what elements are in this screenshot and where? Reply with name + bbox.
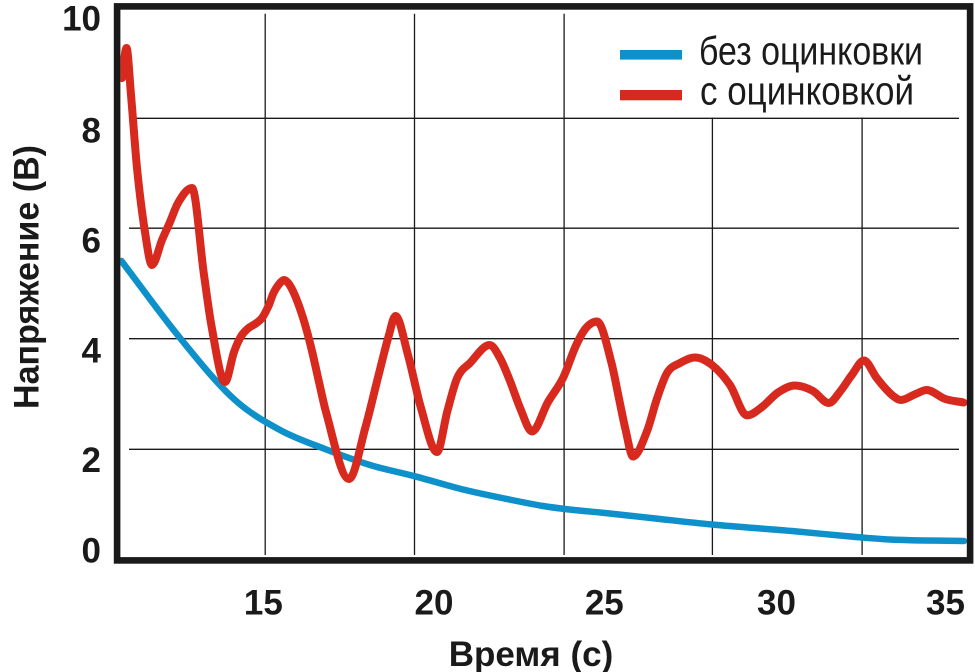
svg-text:8: 8 xyxy=(82,112,101,151)
svg-text:без оцинковки: без оцинковки xyxy=(699,29,923,73)
svg-text:2: 2 xyxy=(82,441,101,480)
svg-text:с оцинковкой: с оцинковкой xyxy=(700,69,914,113)
svg-text:35: 35 xyxy=(926,583,965,622)
svg-text:4: 4 xyxy=(82,332,102,371)
svg-text:25: 25 xyxy=(585,583,624,622)
svg-text:Напряжение (В): Напряжение (В) xyxy=(8,145,47,409)
svg-text:20: 20 xyxy=(415,583,454,622)
svg-text:10: 10 xyxy=(62,0,101,38)
svg-text:Время (с): Время (с) xyxy=(449,635,613,672)
svg-text:6: 6 xyxy=(82,221,101,260)
svg-text:30: 30 xyxy=(757,583,796,622)
svg-text:15: 15 xyxy=(244,583,283,622)
svg-text:0: 0 xyxy=(82,531,101,570)
